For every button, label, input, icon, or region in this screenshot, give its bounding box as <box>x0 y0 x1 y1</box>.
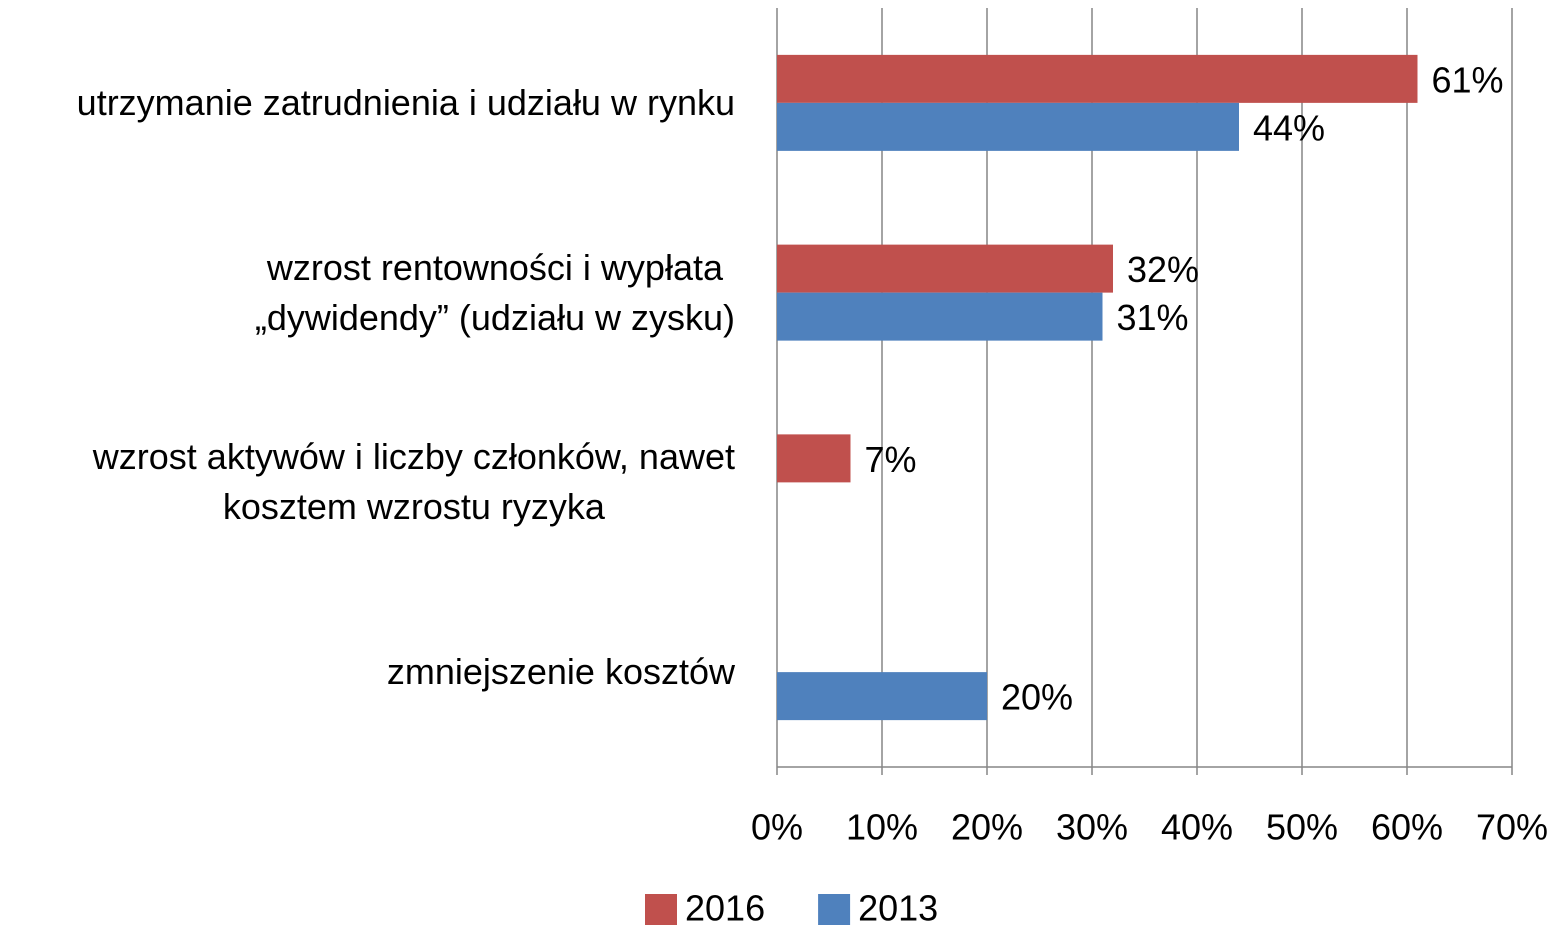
x-tick-label: 0% <box>751 807 803 848</box>
legend-swatch <box>818 894 851 925</box>
legend-label: 2013 <box>858 888 938 925</box>
bar <box>777 102 1239 151</box>
x-tick-label: 30% <box>1056 807 1128 848</box>
bar <box>777 434 851 483</box>
data-label: 31% <box>1117 297 1189 338</box>
bar <box>777 672 987 721</box>
bar <box>777 292 1103 341</box>
x-tick-label: 60% <box>1371 807 1443 848</box>
y-tick-label: utrzymanie zatrudnienia i udziału w rynk… <box>76 81 735 123</box>
bar <box>777 54 1418 103</box>
data-label: 32% <box>1127 249 1199 290</box>
bar <box>777 244 1113 293</box>
data-label: 61% <box>1432 59 1504 100</box>
x-tick-label: 40% <box>1161 807 1233 848</box>
x-tick-label: 10% <box>846 807 918 848</box>
legend-label: 2016 <box>685 888 765 925</box>
x-tick-label: 20% <box>951 807 1023 848</box>
y-tick-label: zmniejszenie kosztów <box>386 651 735 693</box>
y-tick-label: wzrost rentowności i wypłata „dywidendy”… <box>254 246 735 338</box>
data-label: 20% <box>1001 677 1073 718</box>
legend-swatch <box>645 894 677 925</box>
data-label: 7% <box>865 439 917 480</box>
data-label: 44% <box>1253 107 1325 148</box>
x-tick-label: 50% <box>1266 807 1338 848</box>
x-tick-label: 70% <box>1476 807 1548 848</box>
y-tick-label: wzrost aktywów i liczby członków, nawet … <box>92 436 735 528</box>
